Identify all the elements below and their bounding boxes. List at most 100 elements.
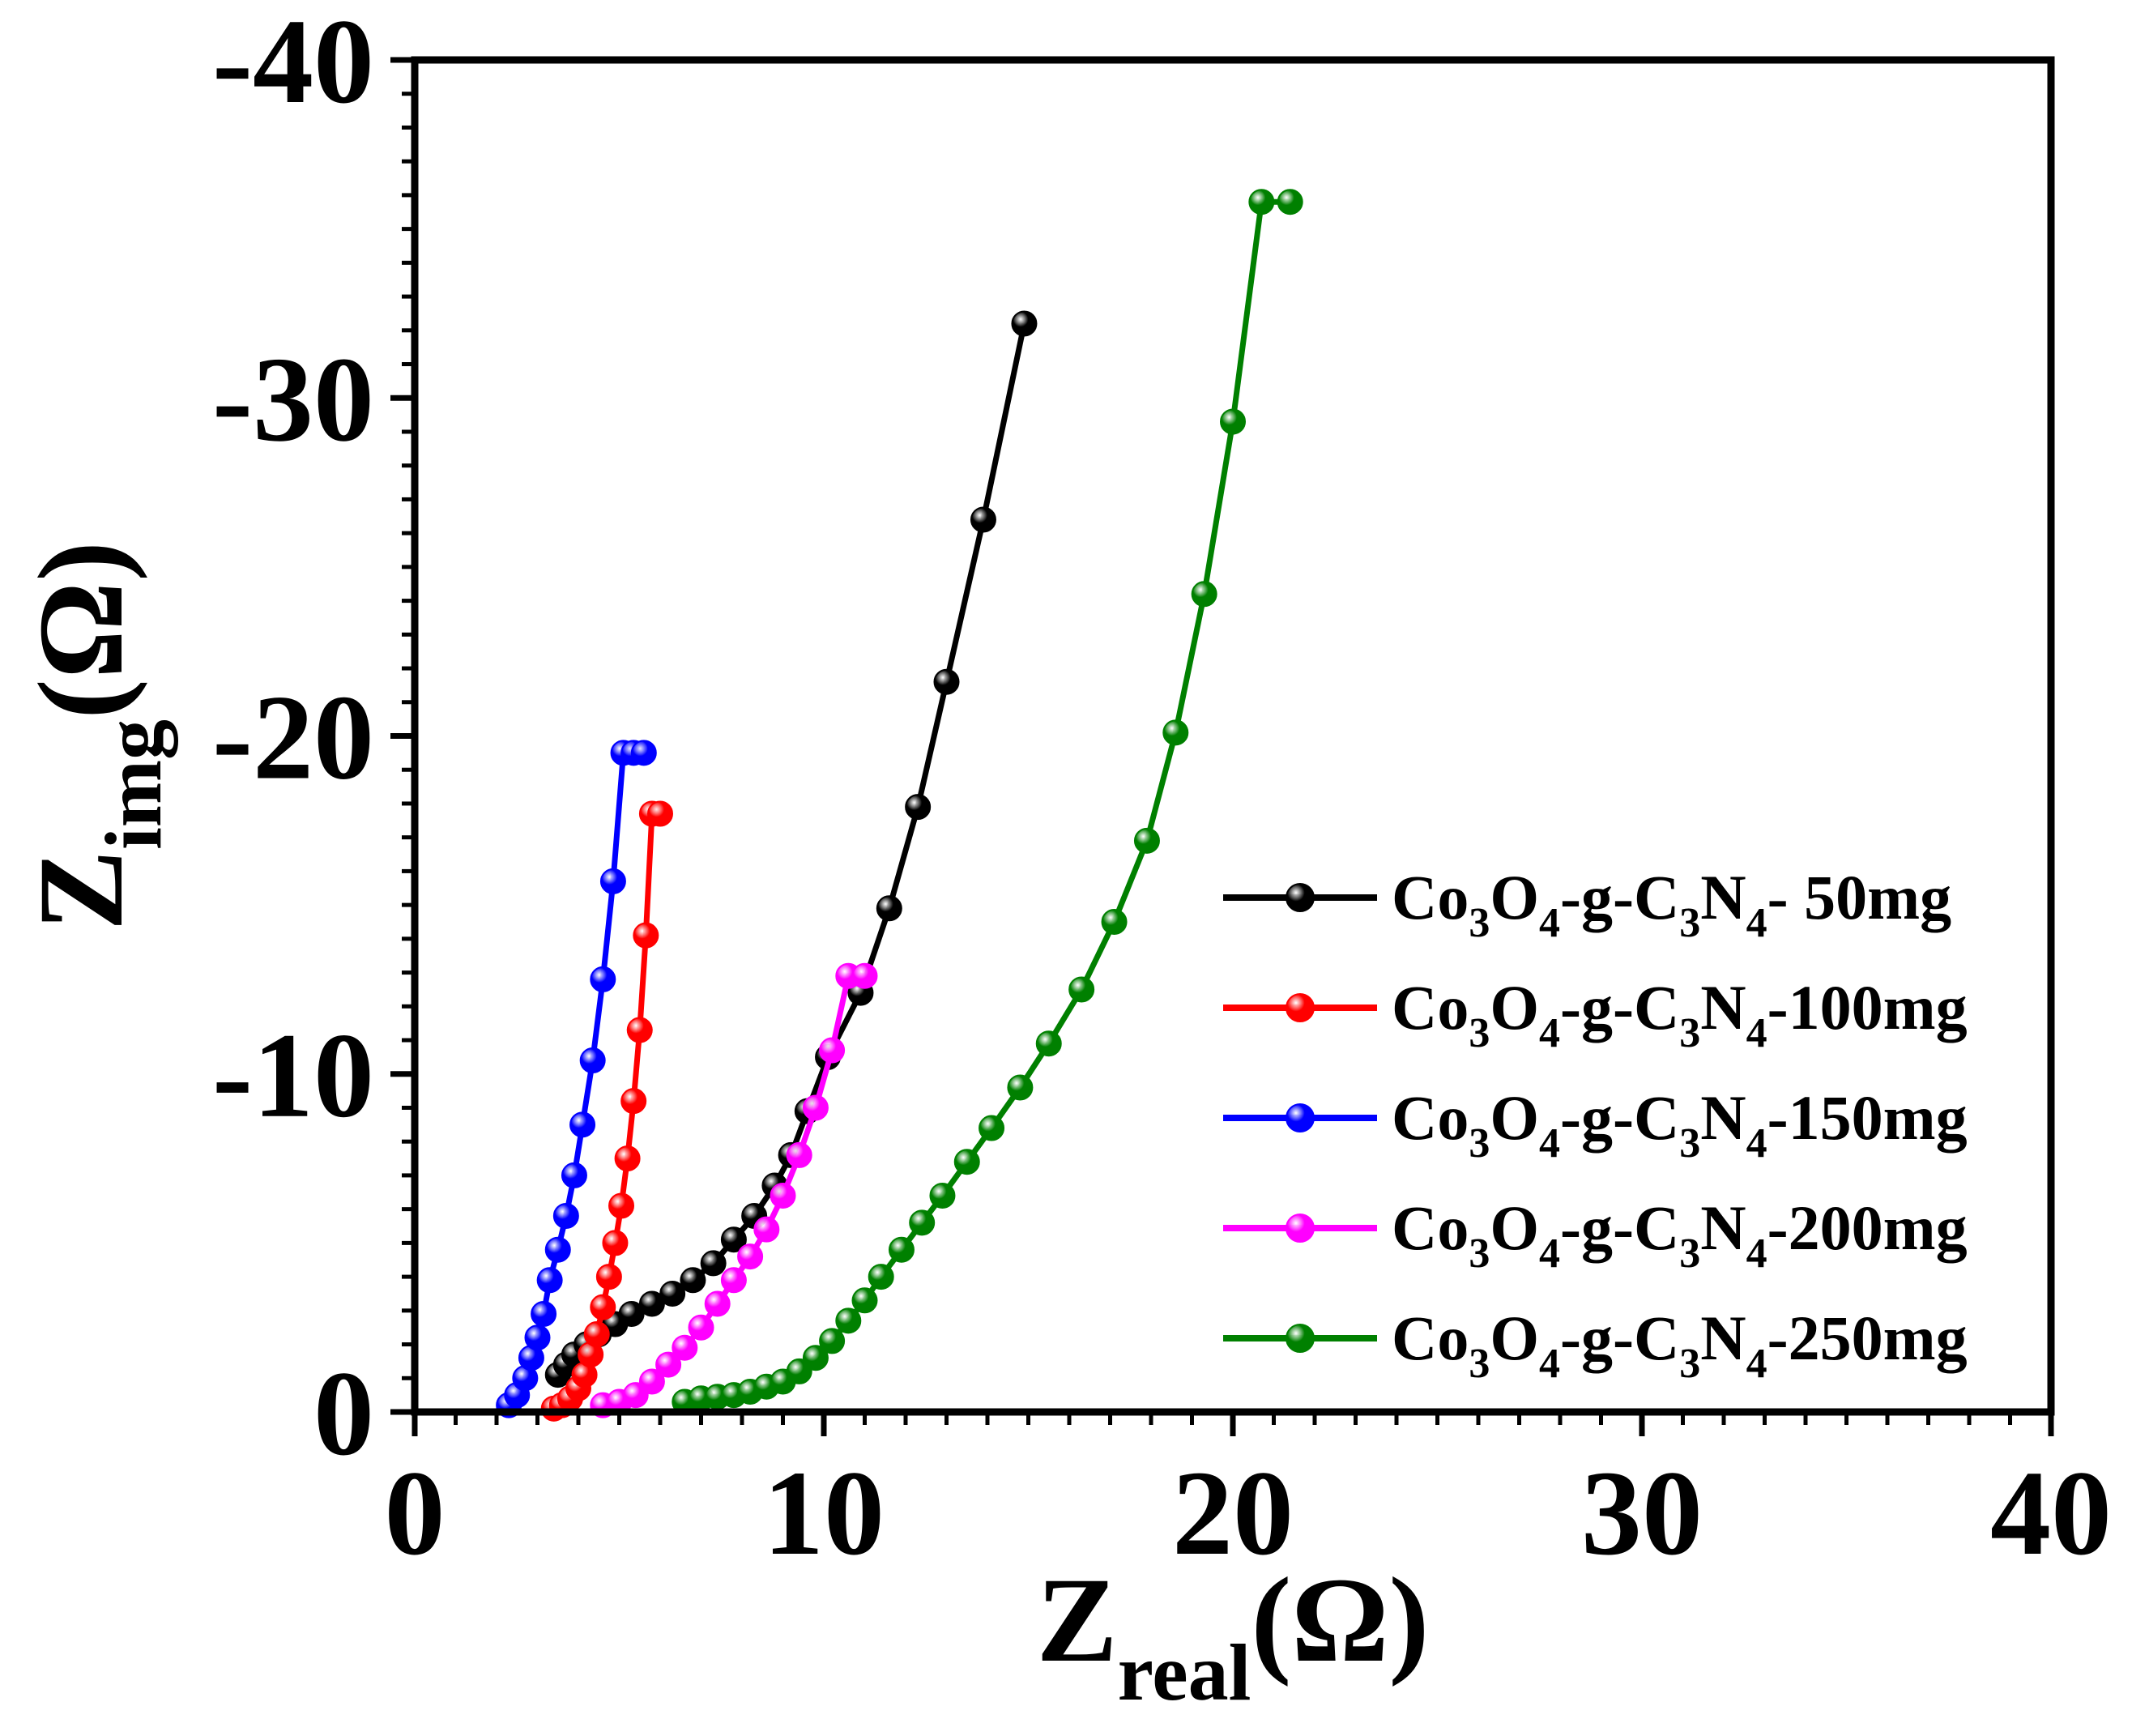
- legend-marker: [1286, 993, 1315, 1022]
- legend-label: Co3O4-g-C3N4-200mg: [1392, 1192, 1968, 1277]
- legend-label-part: 4: [1746, 900, 1767, 946]
- data-point: [929, 1182, 956, 1209]
- legend-label-part: -g-C: [1560, 1303, 1679, 1373]
- data-point: [595, 1264, 622, 1290]
- data-point: [583, 1321, 610, 1348]
- legend-label-part: 3: [1469, 1120, 1490, 1167]
- data-point: [979, 1115, 1005, 1141]
- data-point: [1191, 581, 1217, 608]
- legend-label-part: Co: [1392, 972, 1469, 1043]
- legend-label-part: 3: [1679, 900, 1700, 946]
- legend-label-part: N: [1700, 1082, 1746, 1153]
- x-tick-label: 0: [385, 1446, 446, 1580]
- data-point: [888, 1236, 915, 1263]
- legend-label-part: 3: [1469, 1010, 1490, 1056]
- data-point: [569, 1111, 596, 1138]
- data-point: [552, 1202, 579, 1229]
- legend-label-part: 4: [1539, 1010, 1560, 1056]
- data-point: [618, 1300, 645, 1327]
- data-point: [614, 1145, 641, 1172]
- y-tick-label: -40: [212, 0, 374, 129]
- legend-label-part: 3: [1469, 900, 1490, 946]
- data-point: [630, 740, 657, 766]
- data-point: [1248, 189, 1275, 215]
- legend-item: Co3O4-g-C3N4-100mg: [1223, 972, 1968, 1056]
- data-point: [1101, 908, 1128, 935]
- data-point: [851, 1287, 878, 1314]
- legend-item: Co3O4-g-C3N4-200mg: [1223, 1192, 1968, 1277]
- legend-label-part: -100mg: [1767, 972, 1968, 1043]
- series-4: [672, 189, 1303, 1415]
- x-axis-title-main: Z: [1037, 1553, 1118, 1687]
- legend-item: Co3O4-g-C3N4-250mg: [1223, 1303, 1968, 1387]
- legend-label-part: - 50mg: [1767, 862, 1951, 932]
- legend-label-part: -150mg: [1767, 1082, 1968, 1153]
- data-point: [1035, 1030, 1062, 1057]
- data-point: [770, 1182, 796, 1209]
- data-point: [672, 1334, 698, 1361]
- legend-label-part: Co: [1392, 1192, 1469, 1263]
- legend-label-part: O: [1490, 862, 1539, 932]
- legend-label-part: 4: [1539, 1231, 1560, 1277]
- data-point: [638, 1368, 665, 1395]
- legend-label-part: O: [1490, 972, 1539, 1043]
- data-point: [655, 1351, 682, 1378]
- legend-marker: [1286, 1213, 1315, 1243]
- data-point: [626, 1017, 653, 1043]
- legend-label-part: -g-C: [1560, 1192, 1679, 1263]
- data-point: [819, 1037, 846, 1064]
- y-tick-label: -30: [212, 332, 374, 467]
- legend-label-part: 3: [1469, 1231, 1490, 1277]
- legend-label-part: -g-C: [1560, 972, 1679, 1043]
- legend-label-part: 3: [1679, 1231, 1700, 1277]
- legend-label-part: 4: [1746, 1341, 1767, 1387]
- legend-label-part: -g-C: [1560, 1082, 1679, 1153]
- data-point: [905, 794, 932, 821]
- legend-label: Co3O4-g-C3N4- 50mg: [1392, 862, 1951, 946]
- data-point: [835, 1307, 862, 1334]
- legend-label-part: N: [1700, 1192, 1746, 1263]
- series-2: [496, 740, 657, 1418]
- legend-label-part: Co: [1392, 862, 1469, 932]
- x-tick-label: 30: [1581, 1446, 1703, 1580]
- y-axis-title-unit: (Ω): [14, 541, 148, 719]
- data-point: [620, 1088, 647, 1115]
- legend-label-part: -200mg: [1767, 1192, 1968, 1263]
- legend-marker: [1286, 1324, 1315, 1353]
- data-point: [737, 1243, 764, 1270]
- x-axis-title-sub: real: [1118, 1627, 1251, 1717]
- legend-label-part: -g-C: [1560, 862, 1679, 932]
- data-point: [590, 1294, 616, 1320]
- data-point: [704, 1290, 731, 1317]
- data-point: [688, 1314, 714, 1341]
- y-tick-label: -10: [212, 1009, 374, 1143]
- data-point: [1220, 408, 1246, 435]
- legend-marker: [1286, 1103, 1315, 1132]
- y-tick-label: -20: [212, 671, 374, 805]
- data-point: [970, 506, 996, 533]
- legend-label-part: O: [1490, 1192, 1539, 1263]
- legend-label-part: Co: [1392, 1082, 1469, 1153]
- data-point: [753, 1216, 780, 1243]
- data-point: [590, 966, 616, 992]
- y-axis-title-main: Z: [14, 850, 148, 931]
- x-tick-label: 10: [763, 1446, 885, 1580]
- data-point: [524, 1324, 551, 1351]
- legend-label-part: Co: [1392, 1303, 1469, 1373]
- legend-label-part: 4: [1539, 1341, 1560, 1387]
- x-axis-title: Zreal(Ω): [1037, 1553, 1430, 1717]
- legend-label-part: N: [1700, 1303, 1746, 1373]
- y-axis-title: Zimg(Ω): [14, 541, 178, 931]
- legend-label-part: 4: [1746, 1231, 1767, 1277]
- data-point: [953, 1149, 980, 1175]
- axis-ticks: 0 10 20 30 40 0 -10 -20 -30 -40: [212, 0, 2112, 1580]
- y-axis-title-sub: img: [88, 719, 178, 850]
- legend-label-part: 4: [1539, 900, 1560, 946]
- data-point: [561, 1162, 587, 1188]
- x-tick-label: 20: [1172, 1446, 1294, 1580]
- series-3: [590, 962, 878, 1418]
- data-point: [933, 668, 960, 695]
- legend-label-part: -250mg: [1767, 1303, 1968, 1373]
- data-point: [851, 962, 878, 989]
